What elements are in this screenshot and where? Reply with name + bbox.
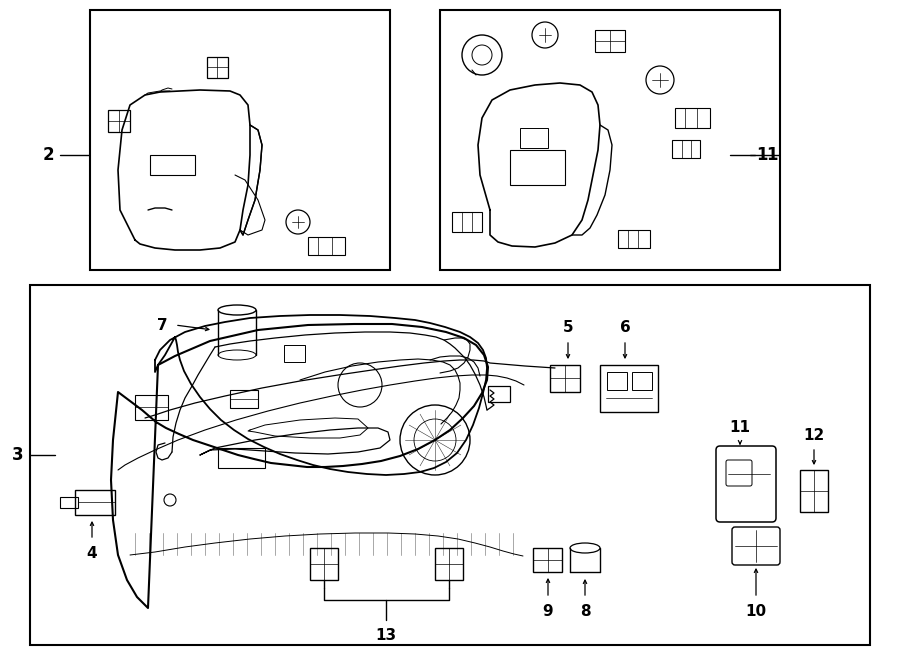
Bar xyxy=(75,490,115,515)
Text: 3: 3 xyxy=(13,446,23,464)
Bar xyxy=(488,386,510,402)
Bar xyxy=(90,10,390,270)
Bar xyxy=(60,497,78,508)
Text: 5: 5 xyxy=(562,321,573,336)
Bar xyxy=(595,30,625,52)
Bar xyxy=(520,128,548,148)
Bar xyxy=(618,230,650,248)
Bar xyxy=(435,548,463,580)
Bar xyxy=(440,10,780,270)
Bar xyxy=(675,108,710,128)
Text: 9: 9 xyxy=(543,605,553,619)
Bar xyxy=(452,212,482,232)
Text: 1: 1 xyxy=(766,146,778,164)
Bar xyxy=(207,57,228,78)
Bar xyxy=(550,365,580,392)
Bar xyxy=(600,365,658,412)
Bar xyxy=(150,155,195,175)
Bar xyxy=(308,237,345,255)
Bar xyxy=(108,110,130,132)
Bar xyxy=(672,140,700,158)
Bar xyxy=(310,548,338,580)
Text: 4: 4 xyxy=(86,545,97,561)
Bar xyxy=(284,345,305,362)
Text: 10: 10 xyxy=(745,605,767,619)
Text: 1: 1 xyxy=(756,146,768,164)
Text: 6: 6 xyxy=(619,321,630,336)
Text: 12: 12 xyxy=(804,428,824,442)
Text: 2: 2 xyxy=(42,146,54,164)
Bar xyxy=(218,448,265,468)
Bar xyxy=(135,395,168,420)
Bar xyxy=(533,548,562,572)
Text: 8: 8 xyxy=(580,605,590,619)
Bar xyxy=(230,390,258,408)
Bar xyxy=(30,285,870,645)
Bar xyxy=(607,372,627,390)
Bar xyxy=(510,150,565,185)
Text: 7: 7 xyxy=(157,317,167,332)
Text: 11: 11 xyxy=(730,420,751,436)
Bar xyxy=(632,372,652,390)
Text: 13: 13 xyxy=(375,627,397,642)
